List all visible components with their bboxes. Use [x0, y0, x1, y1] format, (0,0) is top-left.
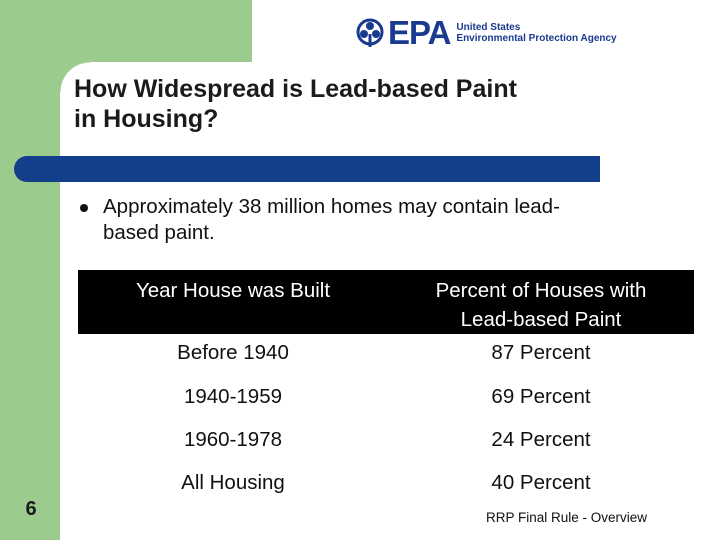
page-number: 6	[25, 498, 37, 520]
table-cell-year: All Housing	[181, 471, 285, 494]
table-cell-percent: 87 Percent	[491, 341, 591, 364]
agency-line-2: Environmental Protection Agency	[456, 33, 617, 44]
green-bar-corner	[60, 62, 90, 92]
epa-flower-icon	[356, 18, 384, 47]
table-cell-year: 1940-1959	[183, 385, 283, 408]
table-cell-year: Before 1940	[177, 341, 289, 364]
title-divider-bar	[14, 156, 600, 182]
bullet-icon	[80, 204, 88, 212]
bullet-line-1: Approximately 38 million homes may conta…	[103, 195, 560, 218]
left-green-bar	[0, 0, 60, 540]
table-cell-percent: 24 Percent	[491, 428, 591, 451]
table-cell-percent: 69 Percent	[491, 385, 591, 408]
table-cell-percent: 40 Percent	[491, 471, 591, 494]
title-line-1: How Widespread is Lead-based Paint	[74, 75, 517, 103]
bullet-text: Approximately 38 million homes may conta…	[103, 194, 663, 246]
agency-name: United States Environmental Protection A…	[456, 22, 616, 44]
slide-title: How Widespread is Lead-based Paint in Ho…	[74, 74, 674, 134]
title-line-2: in Housing?	[74, 105, 219, 133]
epa-logo: EPA United States Environmental Protecti…	[356, 14, 617, 51]
column-header-percent: Percent of Houses with Lead-based Paint	[390, 276, 692, 334]
top-green-bar	[60, 0, 252, 62]
agency-line-1: United States	[456, 22, 521, 33]
column-header-year: Year House was Built	[135, 279, 331, 302]
table-cell-year: 1960-1978	[183, 428, 283, 451]
bullet-line-2: based paint.	[103, 221, 215, 244]
epa-wordmark: EPA	[388, 14, 451, 51]
column-header-percent-line-1: Percent of Houses with	[435, 279, 647, 302]
column-header-percent-line-2: Lead-based Paint	[460, 308, 622, 331]
table-header-band	[78, 270, 694, 334]
footer-caption: RRP Final Rule - Overview	[486, 510, 648, 525]
